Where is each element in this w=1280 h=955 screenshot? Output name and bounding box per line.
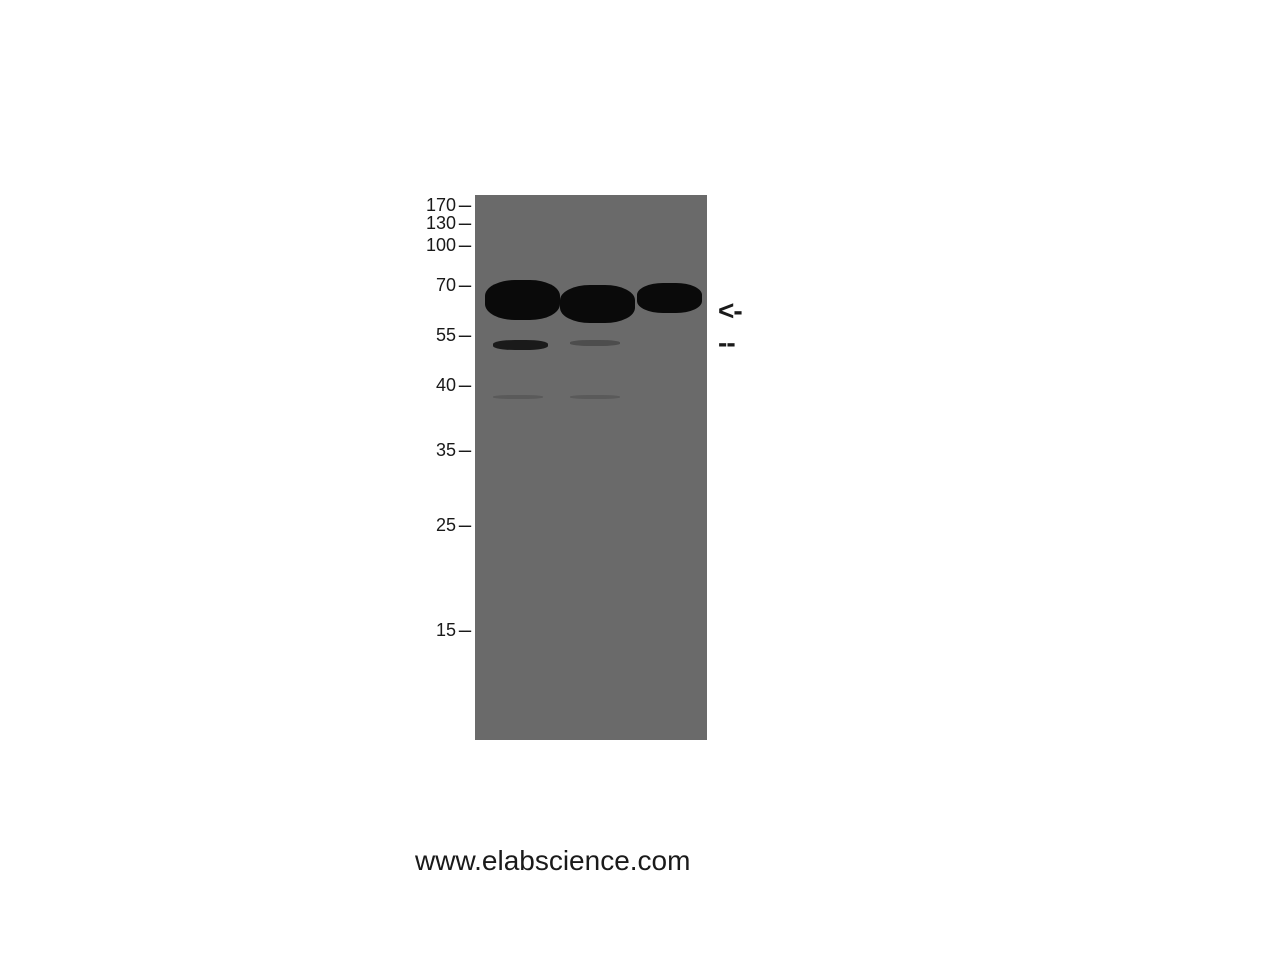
marker-55: 55--- <box>436 325 470 346</box>
band-lane2-faint1 <box>570 340 620 346</box>
band-lane1-faint1 <box>493 340 548 350</box>
marker-35: 35--- <box>436 440 470 461</box>
band-lane3-main <box>637 283 702 313</box>
target-band-arrow-icon: <--- <box>718 295 742 359</box>
marker-70: 70--- <box>436 275 470 296</box>
marker-130: 130--- <box>426 213 470 234</box>
band-lane1-faint2 <box>493 395 543 399</box>
band-lane1-main <box>485 280 560 320</box>
marker-15: 15--- <box>436 620 470 641</box>
marker-40: 40--- <box>436 375 470 396</box>
watermark-url: www.elabscience.com <box>415 845 690 877</box>
band-lane2-faint2 <box>570 395 620 399</box>
marker-100: 100--- <box>426 235 470 256</box>
band-lane2-main <box>560 285 635 323</box>
blot-membrane <box>475 195 707 740</box>
marker-25: 25--- <box>436 515 470 536</box>
